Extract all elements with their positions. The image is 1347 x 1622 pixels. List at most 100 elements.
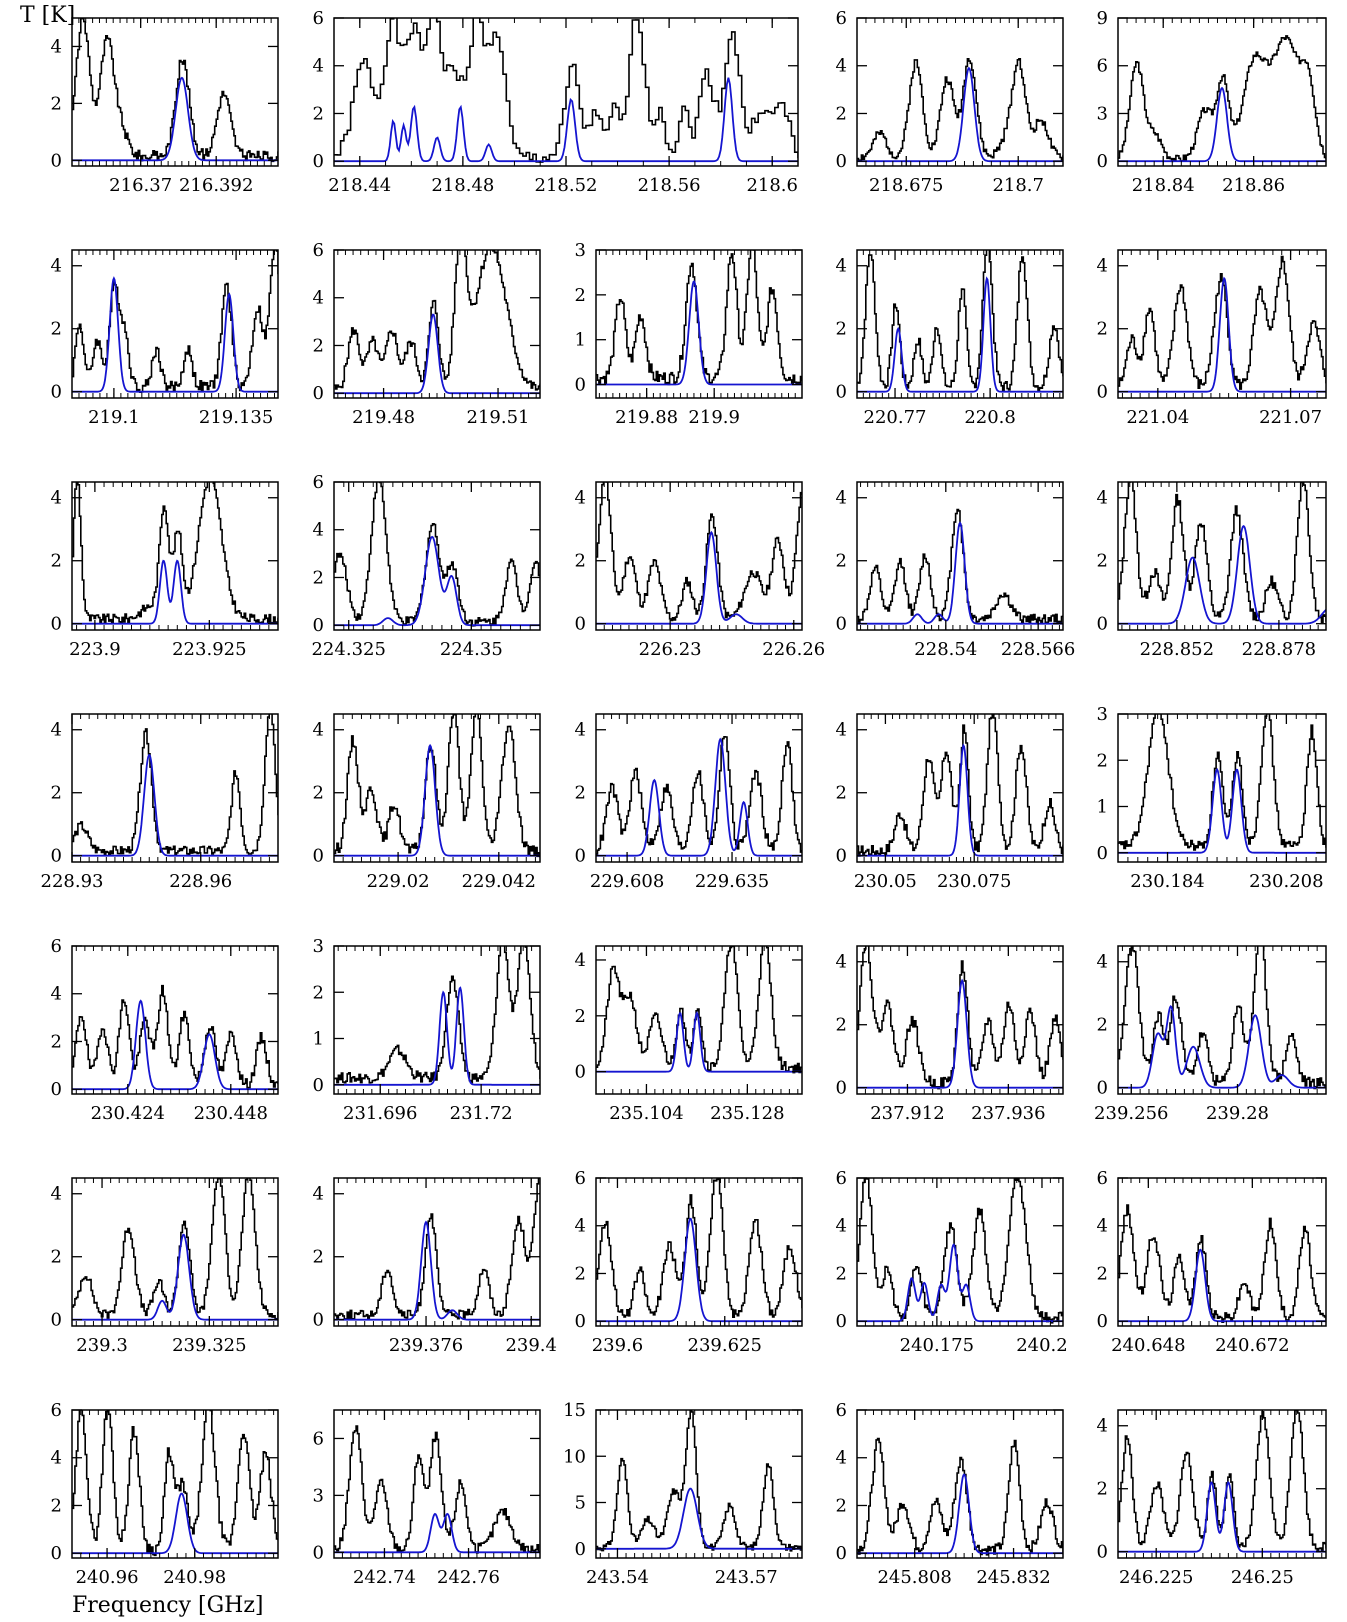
y-tick-label: 4 (313, 1184, 324, 1205)
observed-spectrum-line (1118, 35, 1326, 163)
y-tick-label: 2 (575, 551, 586, 572)
model-spectrum-line (1118, 524, 1326, 625)
spectrum-panel-30: 242.74 242.76 0 3 6 (313, 1409, 541, 1588)
x-tick-label: 235.104 (609, 1103, 683, 1124)
x-tick-label: 237.936 (971, 1103, 1045, 1124)
observed-spectrum-line (857, 58, 1063, 162)
y-tick-label: 0 (836, 1311, 847, 1332)
spectrum-panel-12: 228.54 228.566 0 2 4 (836, 481, 1075, 660)
x-tick-label: 219.9 (688, 407, 740, 428)
model-spectrum-line (596, 530, 802, 625)
model-spectrum-line (1118, 86, 1326, 163)
model-spectrum-line (334, 1220, 540, 1321)
y-tick-label: 6 (836, 1168, 847, 1189)
panel-frame (856, 713, 1064, 863)
observed-spectrum-line (596, 946, 802, 1074)
panel-frame (595, 481, 803, 631)
model-spectrum-line (72, 1492, 278, 1555)
x-tick-label: 228.878 (1242, 639, 1316, 660)
observed-spectrum-line (596, 1178, 802, 1318)
y-tick-label: 6 (836, 1400, 847, 1421)
y-tick-label: 2 (51, 93, 62, 114)
x-tick-label: 231.72 (450, 1103, 513, 1124)
x-tick-label: 219.51 (467, 407, 530, 428)
spectrum-panel-22: 237.912 237.936 0 2 4 (836, 945, 1064, 1124)
y-tick-label: 2 (51, 1495, 62, 1516)
x-tick-label: 218.7 (992, 175, 1044, 196)
x-tick-label: 223.9 (69, 639, 121, 660)
y-tick-label: 4 (836, 56, 847, 77)
spectrum-panel-10: 224.325 224.35 0 2 4 6 (311, 472, 541, 660)
observed-spectrum-line (1118, 1204, 1326, 1323)
y-tick-label: 6 (313, 1428, 324, 1449)
spectrum-panel-9: 223.9 223.925 0 2 4 (51, 481, 279, 660)
x-tick-label: 240.672 (1215, 1335, 1289, 1356)
y-tick-label: 2 (313, 567, 324, 588)
observed-spectrum-line (334, 714, 540, 858)
y-tick-label: 0 (313, 615, 324, 636)
y-tick-label: 2 (575, 1006, 586, 1027)
y-tick-label: 0 (51, 1310, 62, 1331)
y-tick-label: 0 (1097, 1311, 1108, 1332)
observed-spectrum-line (72, 1178, 278, 1321)
x-tick-label: 243.54 (586, 1567, 649, 1588)
spectrum-panel-2: 218.675 218.7 0 2 4 6 (836, 8, 1064, 196)
x-tick-label: 218.6 (746, 175, 798, 196)
x-tick-label: 226.26 (762, 639, 825, 660)
y-tick-label: 1 (1097, 797, 1108, 818)
observed-spectrum-line (857, 1437, 1063, 1556)
y-tick-label: 2 (51, 319, 62, 340)
panel-frame (1117, 481, 1327, 631)
x-tick-label: 226.23 (639, 639, 702, 660)
y-tick-label: 4 (313, 56, 324, 77)
x-tick-label: 228.566 (1001, 639, 1075, 660)
x-tick-label: 230.05 (854, 871, 917, 892)
panel-frame (1117, 1177, 1327, 1327)
x-tick-label: 218.52 (535, 175, 598, 196)
y-tick-label: 0 (836, 151, 847, 172)
x-tick-label: 218.48 (431, 175, 494, 196)
model-spectrum-line (857, 276, 1063, 393)
y-tick-label: 2 (836, 783, 847, 804)
spectrum-panel-26: 239.6 239.625 0 2 4 6 (575, 1168, 803, 1356)
y-tick-label: 2 (1097, 1263, 1108, 1284)
panel-frame (856, 945, 1064, 1095)
y-tick-label: 6 (313, 472, 324, 493)
x-tick-label: 219.1 (88, 407, 140, 428)
x-tick-label: 229.635 (695, 871, 769, 892)
model-spectrum-line (857, 521, 1063, 625)
panel-frame (595, 1409, 803, 1559)
panel-frame (71, 1177, 279, 1327)
y-tick-label: 4 (575, 950, 586, 971)
spectrum-panel-18: 230.184 230.208 0 1 2 3 (1097, 704, 1327, 892)
y-tick-label: 4 (1097, 256, 1108, 277)
x-tick-label: 221.07 (1259, 407, 1322, 428)
model-spectrum-line (72, 754, 278, 857)
observed-spectrum-line (857, 508, 1063, 625)
panels-group: 216.37 216.392 0 2 4 218.44 218.48 218.52 218.56… (41, 8, 1327, 1588)
x-tick-label: 242.76 (437, 1567, 500, 1588)
x-axis-title: Frequency [GHz] (72, 1593, 264, 1618)
y-tick-label: 2 (836, 1263, 847, 1284)
x-tick-label: 229.02 (367, 871, 430, 892)
model-spectrum-line (857, 978, 1063, 1089)
observed-spectrum-line (72, 984, 278, 1090)
x-tick-label: 219.135 (199, 407, 273, 428)
y-tick-label: 4 (575, 488, 586, 509)
x-tick-label: 245.832 (976, 1567, 1050, 1588)
y-tick-label: 4 (51, 1184, 62, 1205)
panel-frame (71, 481, 279, 631)
y-tick-label: 0 (313, 1075, 324, 1096)
observed-spectrum-line (1118, 714, 1326, 851)
y-tick-label: 4 (1097, 1216, 1108, 1237)
model-spectrum-line (72, 1233, 278, 1321)
y-tick-label: 1 (575, 330, 586, 351)
y-tick-label: 3 (313, 1485, 324, 1506)
model-spectrum-line (72, 999, 278, 1091)
observed-spectrum-line (596, 1410, 802, 1552)
panel-frame (595, 945, 803, 1095)
x-tick-label: 218.86 (1222, 175, 1285, 196)
y-tick-label: 0 (575, 1062, 586, 1083)
model-spectrum-line (1118, 1480, 1326, 1553)
model-spectrum-line (596, 1487, 802, 1550)
